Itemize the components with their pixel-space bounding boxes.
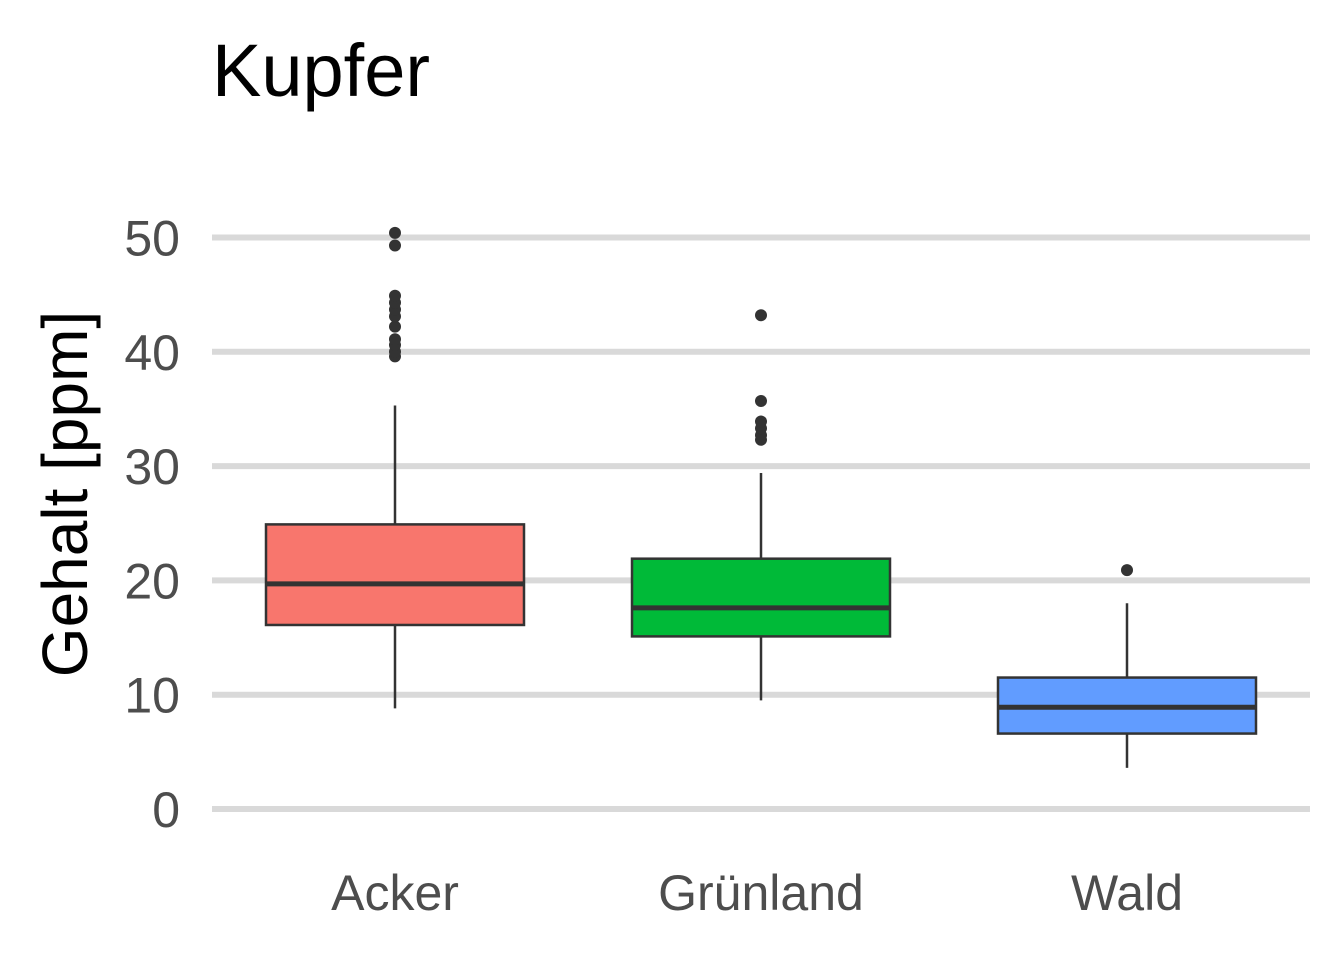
- x-tick-labels: Acker Grünland Wald: [331, 865, 1183, 921]
- x-tick-label-acker: Acker: [331, 865, 459, 921]
- y-tick-label-10: 10: [124, 668, 180, 724]
- chart-title: Kupfer: [212, 29, 430, 112]
- x-tick-label-wald: Wald: [1071, 865, 1183, 921]
- outlier-point: [1121, 564, 1133, 577]
- box-group-gr-nland: [630, 309, 892, 701]
- outlier-point: [755, 394, 767, 407]
- boxes: [264, 226, 1258, 768]
- outlier-point: [755, 309, 767, 322]
- outlier-point: [389, 289, 401, 302]
- y-axis-label: Gehalt [ppm]: [29, 311, 101, 677]
- y-tick-labels: 0 10 20 30 40 50: [124, 211, 180, 839]
- box-group-wald: [996, 564, 1258, 768]
- y-tick-label-50: 50: [124, 211, 180, 267]
- outlier-point: [389, 320, 401, 333]
- outlier-point: [389, 333, 401, 346]
- iqr-box: [264, 523, 526, 627]
- outlier-point: [755, 415, 767, 428]
- y-tick-label-20: 20: [124, 553, 180, 609]
- outlier-point: [389, 239, 401, 252]
- y-tick-label-40: 40: [124, 325, 180, 381]
- box-group-acker: [264, 226, 526, 709]
- x-tick-label-gr-nland: Grünland: [658, 865, 864, 921]
- outlier-point: [389, 226, 401, 239]
- y-tick-label-0: 0: [152, 782, 180, 838]
- y-tick-label-30: 30: [124, 439, 180, 495]
- iqr-box: [630, 557, 892, 638]
